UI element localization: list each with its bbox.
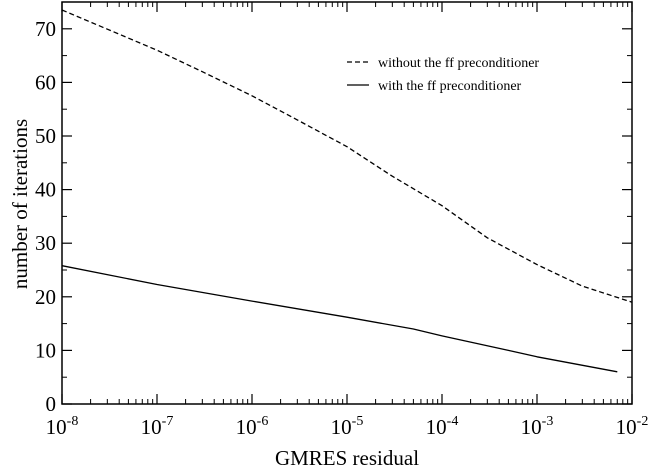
legend-label-with: with the ff preconditioner: [378, 79, 522, 94]
x-tick-label: 10-7: [141, 414, 174, 439]
x-tick-label: 10-5: [331, 414, 364, 439]
legend-label-without: without the ff preconditioner: [378, 56, 539, 71]
y-tick-label: 0: [46, 392, 57, 416]
y-tick-label: 20: [35, 285, 56, 309]
x-axis-title: GMRES residual: [275, 446, 419, 469]
y-axis-title: number of iterations: [8, 119, 32, 289]
y-tick-label: 70: [35, 17, 56, 41]
y-tick-label: 30: [35, 231, 56, 255]
series-line-with-ff: [61, 265, 618, 373]
x-tick-label: 10-6: [236, 414, 269, 439]
y-axis: 0 10 20 30 40 50 60 70: [35, 17, 632, 416]
x-tick-label: 10-2: [616, 414, 649, 439]
x-tick-label: 10-4: [426, 414, 459, 439]
plot-area: [61, 9, 633, 373]
y-tick-label: 60: [35, 70, 56, 94]
legend: without the ff preconditioner with the f…: [347, 56, 539, 94]
x-tick-label: 10-3: [521, 414, 554, 439]
x-axis: 10-8 10-7 10-6 10-5 10-4 10-3 10-2: [46, 2, 649, 439]
y-tick-label: 50: [35, 124, 56, 148]
y-tick-label: 10: [35, 338, 56, 362]
series-line-without-ff: [61, 9, 633, 303]
y-tick-label: 40: [35, 178, 56, 202]
x-tick-label: 10-8: [46, 414, 79, 439]
